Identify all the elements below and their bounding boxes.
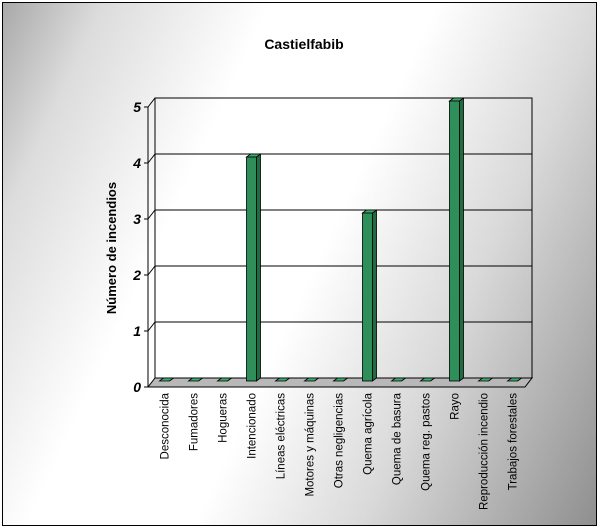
x-tick-label: Otras negligencias [334,393,346,488]
bar-top [274,377,291,382]
bars [158,97,523,382]
gridline-side [147,265,156,276]
y-tick-label: 1 [133,323,141,339]
bar [274,377,291,382]
bar-top [158,377,175,382]
bar-top [390,377,407,382]
gridline-side [147,209,156,220]
bar [245,153,262,382]
x-tick-label: Desconocida [160,392,172,459]
bar [216,377,233,382]
bar-top [216,377,233,382]
gridline-side [147,153,156,164]
bar [361,209,378,382]
bar-chart: Castielfabib Número de incendios 012345 … [104,36,534,510]
bar [506,377,523,382]
chart-title: Castielfabib [264,36,343,52]
x-tick-label: Reproducción incendio [479,393,491,510]
bar-top [303,377,320,382]
y-tick-label: 3 [133,211,141,227]
bar [158,377,175,382]
y-tick-label: 4 [132,155,141,171]
bar-top [477,377,494,382]
y-tick-labels: 0 1 2 3 4 5 [132,99,141,395]
axes [144,97,534,388]
bar [419,377,436,382]
y-tick-label: 2 [132,267,141,283]
bar [477,377,494,382]
gridline-side [147,97,156,108]
bar-front [362,212,373,382]
y-tick-label: 5 [133,99,141,115]
bar-top [506,377,523,382]
x-tick-label: Intencionado [247,393,259,459]
x-tick-label: Quema reg. pastos [421,393,433,491]
bar [332,377,349,382]
y-axis-label: Número de incendios [104,182,119,314]
gridlines [147,97,532,332]
bar [187,377,204,382]
x-tick-labels: Desconocida Fumadores Hogueras Intencionado… [160,392,520,510]
bar-top [187,377,204,382]
bar [390,377,407,382]
x-tick-label: Fumadores [189,393,201,451]
floor [146,377,534,388]
bar [448,97,465,382]
bar-top [419,377,436,382]
bar-front [449,100,460,382]
x-tick-label: Motores y máquinas [305,393,317,497]
x-tick-label: Quema de basura [392,392,404,485]
bar-top [332,377,349,382]
x-tick-label: Rayo [450,393,462,420]
back-wall [154,97,533,379]
bar [303,377,320,382]
x-tick-label: Líneas eléctricas [276,393,288,480]
bar-side [372,209,377,382]
bar-side [459,97,464,382]
x-tick-label: Quema agrícola [363,392,375,474]
x-tick-label: Trabajos forestales [508,393,520,491]
y-tick-label: 0 [133,379,141,395]
gridline-side [147,321,156,332]
x-tick-label: Hogueras [218,393,230,443]
bar-side [256,153,261,382]
bar-front [246,156,257,382]
